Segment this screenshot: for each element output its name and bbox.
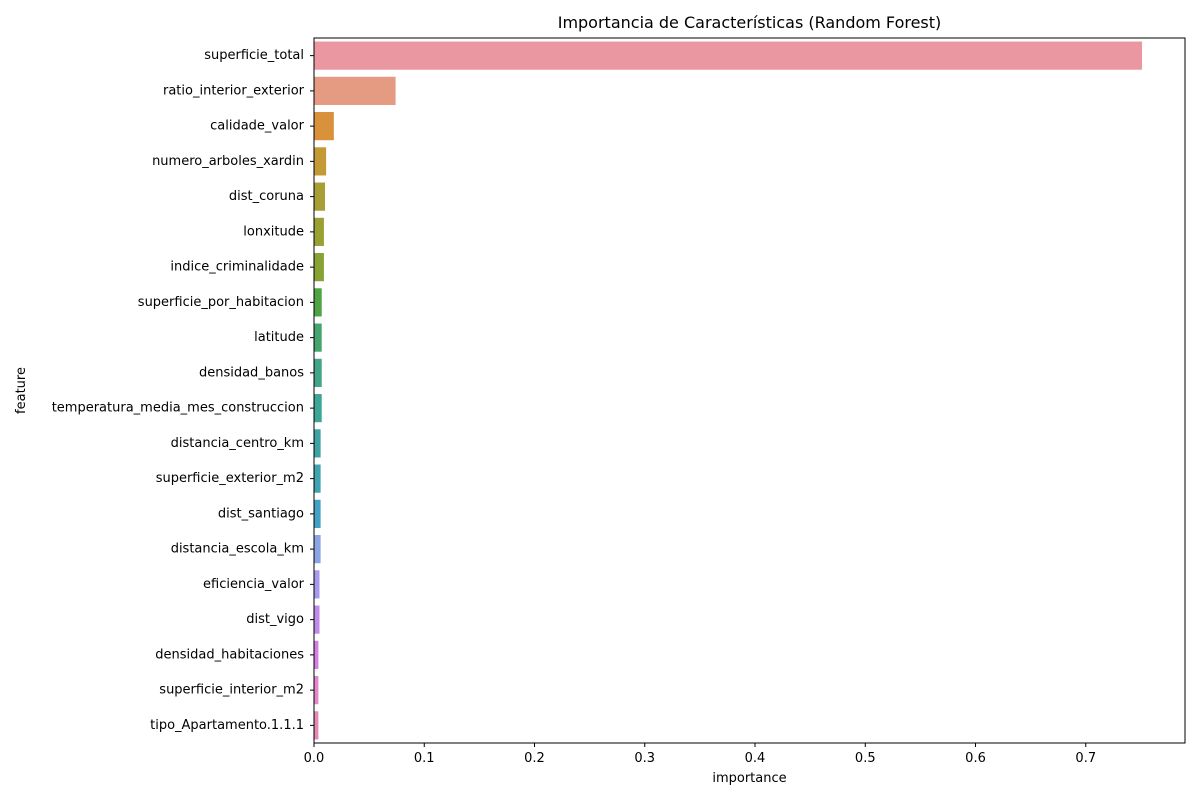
- bar-group: [314, 41, 1143, 740]
- bar-superficie_interior_m2: [314, 676, 319, 705]
- chart-title: Importancia de Características (Random F…: [558, 13, 942, 32]
- bar-eficiencia_valor: [314, 570, 320, 599]
- bar-superficie_por_habitacion: [314, 288, 322, 317]
- y-tick-label: distancia_centro_km: [171, 436, 304, 451]
- x-tick-label: 0.3: [634, 751, 655, 766]
- y-tick-label: superficie_total: [204, 48, 304, 63]
- x-tick-label: 0.4: [745, 751, 766, 766]
- y-tick-label: calidade_valor: [210, 119, 305, 134]
- x-tick-label: 0.5: [855, 751, 876, 766]
- y-tick-label: superficie_interior_m2: [159, 683, 304, 698]
- y-tick-label: densidad_banos: [199, 365, 304, 380]
- y-axis-ticks: superficie_total ratio_interior_exteriorc…: [52, 48, 314, 733]
- y-axis-title: feature: [14, 367, 29, 414]
- y-tick-label: latitude: [254, 330, 304, 345]
- y-tick-label: dist_vigo: [246, 612, 304, 627]
- bar-superficie_total: [314, 41, 1143, 70]
- bar-distancia_centro_km: [314, 429, 321, 458]
- y-tick-label: lonxitude: [243, 224, 304, 239]
- x-tick-label: 0.0: [304, 751, 325, 766]
- x-axis-title: importance: [712, 771, 786, 786]
- bar-calidade_valor: [314, 112, 334, 141]
- bar-densidad_banos: [314, 358, 322, 387]
- y-tick-label: indice_criminalidade: [170, 260, 304, 275]
- x-axis-ticks: 0.0 0.1 0.2 0.3 0.4 0.5 0.6 0.7: [304, 743, 1096, 766]
- bar-tipo_Apartamento.1.1.1: [314, 711, 319, 740]
- y-tick-label: densidad_habitaciones: [155, 647, 304, 662]
- bar-dist_santiago: [314, 499, 321, 528]
- bar-temperatura_media_mes_construccion: [314, 394, 322, 423]
- y-tick-label: ratio_interior_exterior: [163, 83, 305, 98]
- bar-indice_criminalidade: [314, 253, 324, 282]
- bar-densidad_habitaciones: [314, 640, 319, 669]
- x-tick-label: 0.1: [414, 751, 435, 766]
- y-tick-label: tipo_Apartamento.1.1.1: [150, 718, 304, 733]
- y-tick-label: superficie_por_habitacion: [138, 295, 304, 310]
- y-tick-label: numero_arboles_xardin: [152, 154, 304, 169]
- bar-lonxitude: [314, 217, 324, 246]
- y-tick-label: dist_santiago: [218, 506, 304, 521]
- bar-dist_coruna: [314, 182, 326, 211]
- plot-frame: [313, 37, 1186, 744]
- bar-superficie_exterior_m2: [314, 464, 321, 493]
- y-tick-label: distancia_escola_km: [171, 542, 304, 557]
- bar-ratio_interior_exterior: [314, 76, 396, 105]
- y-tick-label: superficie_exterior_m2: [156, 471, 304, 486]
- bar-numero_arboles_xardin: [314, 147, 327, 176]
- bar-latitude: [314, 323, 322, 352]
- bar-distancia_escola_km: [314, 535, 321, 564]
- x-tick-label: 0.7: [1075, 751, 1096, 766]
- bar-dist_vigo: [314, 605, 320, 634]
- x-tick-label: 0.6: [965, 751, 986, 766]
- y-tick-label: dist_coruna: [229, 189, 304, 204]
- x-tick-label: 0.2: [524, 751, 545, 766]
- y-tick-label: temperatura_media_mes_construccion: [52, 401, 304, 416]
- y-tick-label: eficiencia_valor: [203, 577, 305, 592]
